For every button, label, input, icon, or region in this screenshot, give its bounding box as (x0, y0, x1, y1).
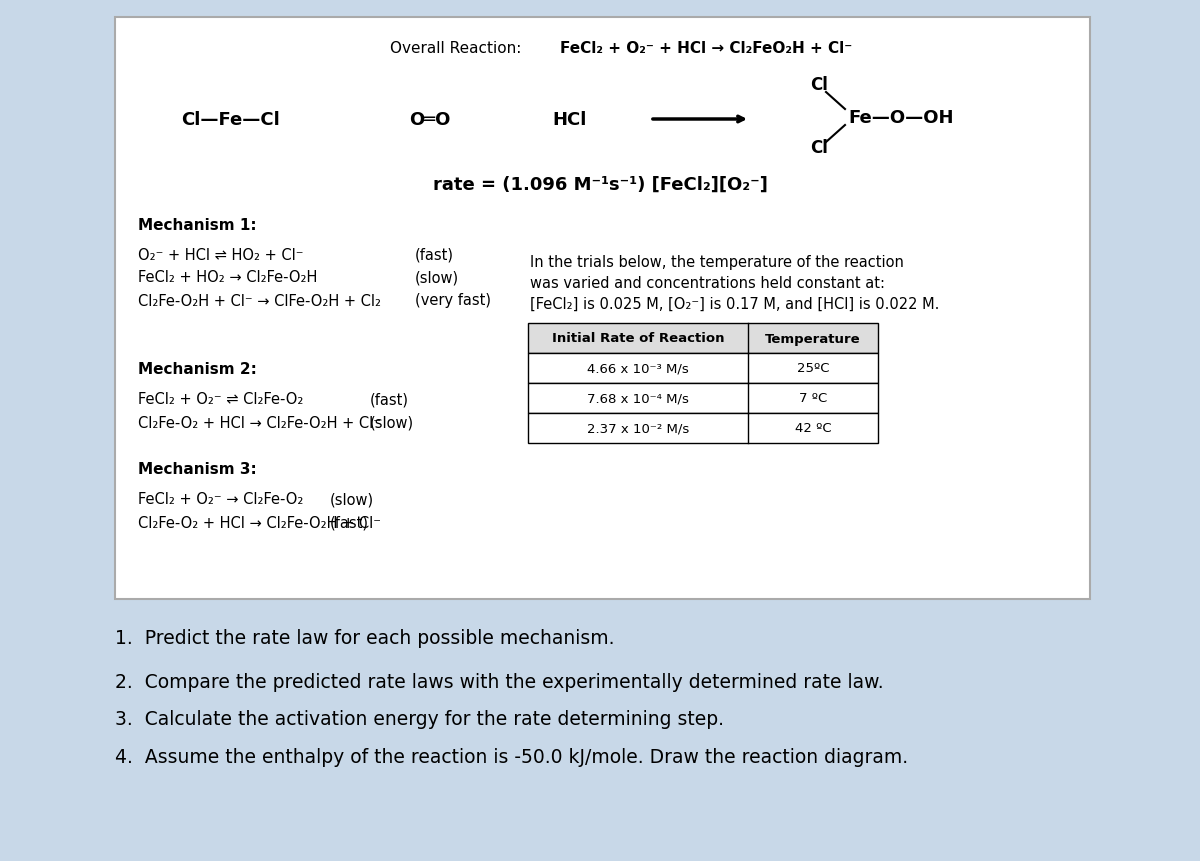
Text: Cl: Cl (810, 76, 828, 94)
Text: (fast): (fast) (415, 247, 454, 263)
Text: was varied and concentrations held constant at:: was varied and concentrations held const… (530, 276, 886, 290)
Text: In the trials below, the temperature of the reaction: In the trials below, the temperature of … (530, 254, 904, 269)
Text: 2.  Compare the predicted rate laws with the experimentally determined rate law.: 2. Compare the predicted rate laws with … (115, 672, 883, 691)
Bar (528, 354, 878, 383)
Bar (528, 383, 878, 413)
Text: [FeCl₂] is 0.025 M, [O₂⁻] is 0.17 M, and [HCl] is 0.022 M.: [FeCl₂] is 0.025 M, [O₂⁻] is 0.17 M, and… (530, 296, 940, 311)
Bar (528, 324, 878, 354)
Text: (fast): (fast) (330, 515, 370, 530)
Text: Cl: Cl (810, 139, 828, 157)
Text: (fast): (fast) (370, 392, 409, 407)
Text: Mechanism 3:: Mechanism 3: (138, 462, 257, 477)
Text: FeCl₂ + O₂⁻ → Cl₂Fe-O₂: FeCl₂ + O₂⁻ → Cl₂Fe-O₂ (138, 492, 304, 507)
Text: 2.37 x 10⁻² M/s: 2.37 x 10⁻² M/s (587, 422, 689, 435)
Text: Cl₂Fe-O₂H + Cl⁻ → ClFe-O₂H + Cl₂: Cl₂Fe-O₂H + Cl⁻ → ClFe-O₂H + Cl₂ (138, 293, 382, 308)
Text: Mechanism 1:: Mechanism 1: (138, 217, 257, 232)
Text: (very fast): (very fast) (415, 293, 491, 308)
Text: 3.  Calculate the activation energy for the rate determining step.: 3. Calculate the activation energy for t… (115, 709, 724, 728)
Text: Mechanism 2:: Mechanism 2: (138, 362, 257, 377)
Bar (528, 413, 878, 443)
Text: O₂⁻ + HCl ⇌ HO₂ + Cl⁻: O₂⁻ + HCl ⇌ HO₂ + Cl⁻ (138, 247, 304, 263)
Text: (slow): (slow) (330, 492, 374, 507)
Text: Cl₂Fe-O₂ + HCl → Cl₂Fe-O₂H + Cl⁻: Cl₂Fe-O₂ + HCl → Cl₂Fe-O₂H + Cl⁻ (138, 515, 382, 530)
Text: 4.  Assume the enthalpy of the reaction is -50.0 kJ/mole. Draw the reaction diag: 4. Assume the enthalpy of the reaction i… (115, 747, 908, 766)
Text: (slow): (slow) (370, 415, 414, 430)
Text: (slow): (slow) (415, 270, 460, 285)
Text: Cl₂Fe-O₂ + HCl → Cl₂Fe-O₂H + Cl⁻: Cl₂Fe-O₂ + HCl → Cl₂Fe-O₂H + Cl⁻ (138, 415, 382, 430)
Text: 42 ºC: 42 ºC (794, 422, 832, 435)
Text: O═O: O═O (409, 111, 451, 129)
Text: 7 ºC: 7 ºC (799, 392, 827, 405)
Text: 1.  Predict the rate law for each possible mechanism.: 1. Predict the rate law for each possibl… (115, 628, 614, 647)
Text: 7.68 x 10⁻⁴ M/s: 7.68 x 10⁻⁴ M/s (587, 392, 689, 405)
Text: HCl: HCl (553, 111, 587, 129)
Text: FeCl₂ + O₂⁻ ⇌ Cl₂Fe-O₂: FeCl₂ + O₂⁻ ⇌ Cl₂Fe-O₂ (138, 392, 304, 407)
Text: FeCl₂ + O₂⁻ + HCl → Cl₂FeO₂H + Cl⁻: FeCl₂ + O₂⁻ + HCl → Cl₂FeO₂H + Cl⁻ (560, 40, 852, 55)
Text: Overall Reaction:: Overall Reaction: (390, 40, 532, 55)
Text: Fe—O—OH: Fe—O—OH (848, 108, 954, 127)
Text: FeCl₂ + HO₂ → Cl₂Fe-O₂H: FeCl₂ + HO₂ → Cl₂Fe-O₂H (138, 270, 317, 285)
Text: Temperature: Temperature (766, 332, 860, 345)
Text: Initial Rate of Reaction: Initial Rate of Reaction (552, 332, 725, 345)
Text: 4.66 x 10⁻³ M/s: 4.66 x 10⁻³ M/s (587, 362, 689, 375)
Text: 25ºC: 25ºC (797, 362, 829, 375)
Text: rate = (1.096 M⁻¹s⁻¹) [FeCl₂][O₂⁻]: rate = (1.096 M⁻¹s⁻¹) [FeCl₂][O₂⁻] (432, 176, 768, 194)
Bar (115, 18, 1090, 599)
Text: Cl—Fe—Cl: Cl—Fe—Cl (181, 111, 280, 129)
